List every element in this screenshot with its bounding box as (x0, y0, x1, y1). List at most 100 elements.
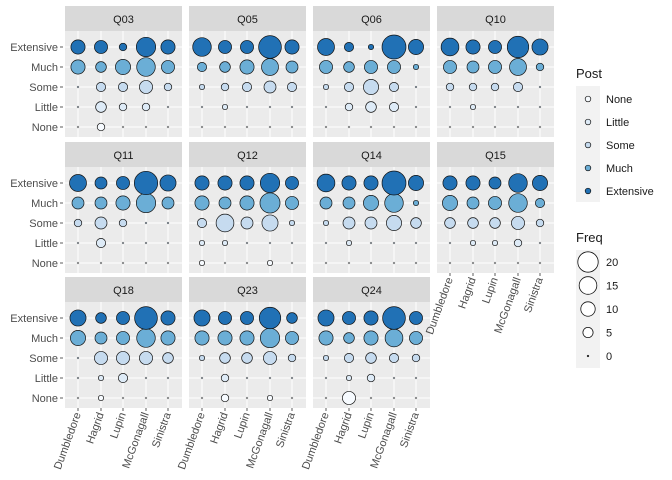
bubble-q10-hagrid-much (466, 60, 480, 74)
bubble-q15-hagrid-extensive (465, 175, 481, 191)
facet-strip (189, 6, 306, 31)
bubble-q03-mcgonagall-extensive (135, 36, 157, 58)
bubble-q03-sinistra-none (166, 125, 170, 129)
bubble-q15-hagrid-none (471, 261, 475, 265)
bubble-q03-dumbledore-extensive (70, 39, 86, 55)
legend-post-label: Extensive (606, 186, 654, 198)
bubble-q18-dumbledore-extensive (69, 309, 87, 327)
bubble-q11-mcgonagall-much (135, 192, 157, 214)
x-tick-label: Sinistra (274, 410, 298, 449)
bubble-q14-mcgonagall-none (392, 261, 396, 265)
bubble-q15-lupin-none (493, 261, 497, 265)
bubble-q06-mcgonagall-much (387, 60, 401, 74)
facet-panels: Q03 Q05 Q06 Q10 Q11 Q12 Q14 Q15 Q18 Q23 Q24 (65, 6, 554, 408)
bubble-q12-sinistra-none (290, 261, 294, 265)
legend-post-label: None (606, 94, 632, 106)
bubble-q15-sinistra-little (538, 241, 542, 245)
legend-post-label: Much (606, 163, 633, 175)
bubble-q06-dumbledore-much (319, 60, 333, 74)
bubble-q05-sinistra-some (287, 82, 297, 92)
facet-q14: Q14 (313, 142, 430, 273)
bubble-q11-hagrid-much (94, 196, 108, 210)
x-tick-label: Lupin (108, 411, 128, 440)
bubble-q14-hagrid-much (342, 196, 356, 210)
legend-freq-label: 5 (606, 328, 612, 340)
bubble-q24-sinistra-much (409, 331, 423, 345)
bubble-q18-hagrid-some (94, 351, 108, 365)
bubble-q15-dumbledore-little (448, 241, 452, 245)
bubble-q06-sinistra-little (414, 105, 418, 109)
bubble-q24-sinistra-extensive (409, 311, 423, 325)
bubble-q11-sinistra-extensive (159, 174, 177, 192)
bubble-q24-hagrid-much (343, 332, 355, 344)
y-tick-label: Extensive (10, 42, 58, 54)
x-tick-label: Lupin (356, 411, 376, 440)
x-tick-label: Sinistra (150, 410, 174, 449)
bubble-q03-lupin-none (121, 125, 125, 129)
bubble-q14-hagrid-none (347, 261, 351, 265)
bubble-q06-mcgonagall-none (392, 125, 396, 129)
x-tick-label: Hagrid (456, 276, 478, 311)
bubble-q15-mcgonagall-extensive (508, 173, 528, 193)
bubble-q06-sinistra-extensive (408, 39, 424, 55)
bubble-q14-lupin-extensive (363, 175, 379, 191)
bubble-q10-hagrid-none (471, 125, 475, 129)
bubble-q06-mcgonagall-some (389, 82, 399, 92)
legend-freq-key (586, 354, 590, 358)
bubble-q06-hagrid-some (344, 82, 354, 92)
y-tick-label: Much (31, 198, 58, 210)
bubble-q23-lupin-extensive (240, 311, 254, 325)
bubble-q03-dumbledore-none (76, 125, 80, 129)
bubble-q14-mcgonagall-little (392, 241, 396, 245)
bubble-q24-mcgonagall-much (384, 328, 404, 348)
bubble-q14-dumbledore-some (322, 219, 330, 227)
bubble-q06-lupin-little (365, 101, 377, 113)
bubble-q03-dumbledore-some (76, 85, 80, 89)
y-tick-label: None (32, 258, 58, 270)
bubble-q10-mcgonagall-some (513, 82, 523, 92)
facet-strip-label: Q06 (361, 14, 382, 26)
bubble-q23-dumbledore-much (194, 330, 210, 346)
bubble-q11-mcgonagall-none (144, 261, 148, 265)
bubble-q11-sinistra-much (161, 196, 175, 210)
legend-post-label: Little (606, 117, 629, 129)
bubble-q14-dumbledore-extensive (316, 173, 336, 193)
facet-strip-label: Q10 (485, 14, 506, 26)
bubble-q18-dumbledore-little (76, 376, 80, 380)
bubble-q11-dumbledore-some (73, 218, 83, 228)
bubble-q05-hagrid-none (223, 125, 227, 129)
facet-q15: Q15 (437, 142, 554, 273)
legend-freq-key (580, 301, 596, 317)
bubble-q24-lupin-little (366, 373, 376, 383)
bubble-q24-dumbledore-none (324, 396, 328, 400)
bubble-q24-lupin-none (369, 396, 373, 400)
bubble-q23-sinistra-little (290, 376, 294, 380)
bubble-q12-hagrid-some (215, 213, 235, 233)
bubble-q15-lupin-extensive (488, 176, 502, 190)
bubble-q12-mcgonagall-extensive (259, 172, 281, 194)
facet-strip (65, 6, 182, 31)
facet-q23: Q23 (189, 277, 306, 408)
facet-strip-label: Q15 (485, 150, 506, 162)
bubble-q14-mcgonagall-much (384, 193, 404, 213)
bubble-q24-dumbledore-much (318, 330, 334, 346)
facet-q18: Q18 (65, 277, 182, 408)
x-tick-label: Dumbledore (176, 411, 208, 471)
bubble-q10-dumbledore-much (443, 60, 457, 74)
bubble-q10-sinistra-none (538, 125, 542, 129)
y-tick-label: Some (29, 82, 58, 94)
bubble-q18-hagrid-little (97, 374, 105, 382)
bubble-q18-sinistra-none (166, 396, 170, 400)
bubble-q15-hagrid-little (469, 239, 477, 247)
bubble-q18-dumbledore-none (76, 396, 80, 400)
bubble-q18-sinistra-extensive (160, 310, 176, 326)
bubble-q12-lupin-little (245, 241, 249, 245)
bubble-q05-lupin-little (245, 105, 249, 109)
bubble-q12-lupin-none (245, 261, 249, 265)
bubble-q06-lupin-much (364, 60, 378, 74)
facet-strip (65, 277, 182, 302)
bubble-q23-dumbledore-some (198, 354, 206, 362)
bubble-q11-mcgonagall-little (144, 241, 148, 245)
facet-strip-label: Q05 (237, 14, 258, 26)
bubble-q10-mcgonagall-little (516, 105, 520, 109)
